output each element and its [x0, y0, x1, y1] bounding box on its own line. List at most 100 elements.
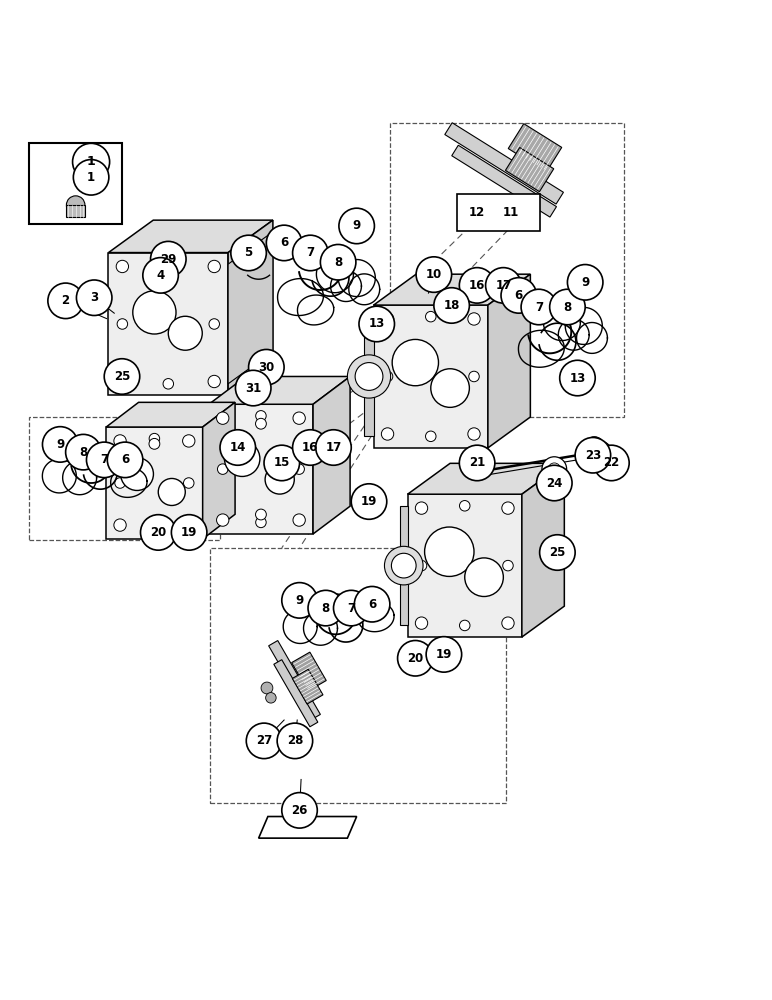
Circle shape	[521, 289, 557, 325]
Circle shape	[261, 682, 273, 694]
Circle shape	[282, 793, 317, 828]
Polygon shape	[400, 506, 408, 625]
Circle shape	[73, 160, 109, 195]
Circle shape	[282, 583, 317, 618]
Circle shape	[266, 225, 302, 261]
Text: 22: 22	[603, 456, 620, 469]
Circle shape	[143, 258, 178, 293]
Circle shape	[416, 560, 427, 571]
Text: 13: 13	[569, 372, 586, 385]
Circle shape	[502, 617, 514, 629]
Circle shape	[384, 546, 423, 585]
Circle shape	[468, 313, 480, 325]
Circle shape	[415, 502, 428, 514]
Text: 21: 21	[469, 456, 486, 469]
Text: 16: 16	[469, 279, 486, 292]
Circle shape	[149, 517, 160, 528]
Circle shape	[425, 431, 436, 442]
Circle shape	[231, 235, 266, 271]
Text: 5: 5	[245, 246, 252, 259]
Circle shape	[465, 558, 503, 596]
Text: 16: 16	[302, 441, 319, 454]
Circle shape	[107, 442, 143, 478]
Circle shape	[560, 360, 595, 396]
Circle shape	[567, 265, 603, 300]
Circle shape	[415, 617, 428, 629]
Text: 4: 4	[157, 269, 164, 282]
Circle shape	[392, 339, 438, 386]
Polygon shape	[108, 220, 273, 253]
Text: 6: 6	[280, 236, 288, 249]
Circle shape	[550, 289, 585, 325]
Circle shape	[470, 211, 484, 225]
Text: 19: 19	[435, 648, 452, 661]
Circle shape	[351, 484, 387, 519]
Circle shape	[208, 375, 220, 388]
Circle shape	[571, 94, 584, 106]
Circle shape	[503, 560, 513, 571]
Circle shape	[73, 143, 110, 180]
Circle shape	[182, 435, 195, 447]
Circle shape	[426, 637, 462, 672]
Text: 23: 23	[584, 449, 601, 462]
Polygon shape	[364, 317, 374, 436]
Text: 15: 15	[273, 456, 290, 469]
Circle shape	[293, 235, 328, 271]
Circle shape	[355, 363, 383, 390]
Circle shape	[347, 355, 391, 398]
Circle shape	[359, 306, 394, 342]
Circle shape	[235, 370, 271, 406]
Circle shape	[249, 349, 284, 385]
Circle shape	[381, 313, 394, 325]
Polygon shape	[374, 274, 530, 305]
Text: 7: 7	[347, 602, 355, 615]
Text: 30: 30	[258, 361, 275, 374]
Polygon shape	[202, 402, 235, 539]
Circle shape	[249, 361, 258, 370]
Circle shape	[590, 441, 611, 463]
Text: 19: 19	[181, 526, 198, 539]
Text: 25: 25	[113, 370, 130, 383]
Text: 18: 18	[443, 299, 460, 312]
Polygon shape	[208, 376, 350, 404]
Text: 13: 13	[368, 317, 385, 330]
Circle shape	[113, 435, 126, 447]
Bar	[457, 194, 540, 231]
Circle shape	[316, 430, 351, 465]
Circle shape	[116, 375, 128, 388]
Polygon shape	[293, 669, 323, 704]
Text: 9: 9	[581, 276, 589, 289]
Circle shape	[320, 244, 356, 280]
Text: 11: 11	[503, 206, 520, 219]
Circle shape	[434, 288, 469, 323]
Text: 9: 9	[56, 438, 64, 451]
Circle shape	[431, 369, 469, 407]
Circle shape	[416, 257, 452, 292]
Circle shape	[42, 427, 78, 462]
Bar	[29, 143, 122, 224]
Text: 7: 7	[100, 453, 108, 466]
Circle shape	[459, 445, 495, 481]
Circle shape	[594, 445, 629, 481]
Circle shape	[225, 441, 260, 476]
Circle shape	[115, 478, 125, 488]
Circle shape	[585, 437, 604, 455]
Circle shape	[171, 515, 207, 550]
Text: 7: 7	[535, 301, 543, 314]
Polygon shape	[408, 463, 564, 494]
Polygon shape	[208, 404, 313, 534]
Circle shape	[182, 519, 195, 531]
Text: 8: 8	[334, 256, 342, 269]
Circle shape	[218, 464, 228, 474]
Circle shape	[120, 458, 154, 490]
Circle shape	[149, 522, 160, 533]
Circle shape	[308, 590, 344, 626]
Circle shape	[141, 515, 176, 550]
Text: 6: 6	[515, 289, 523, 302]
Circle shape	[293, 412, 306, 424]
Text: 29: 29	[160, 253, 177, 266]
Circle shape	[391, 553, 416, 578]
Circle shape	[149, 433, 160, 444]
Circle shape	[354, 586, 390, 622]
Text: 20: 20	[150, 526, 167, 539]
